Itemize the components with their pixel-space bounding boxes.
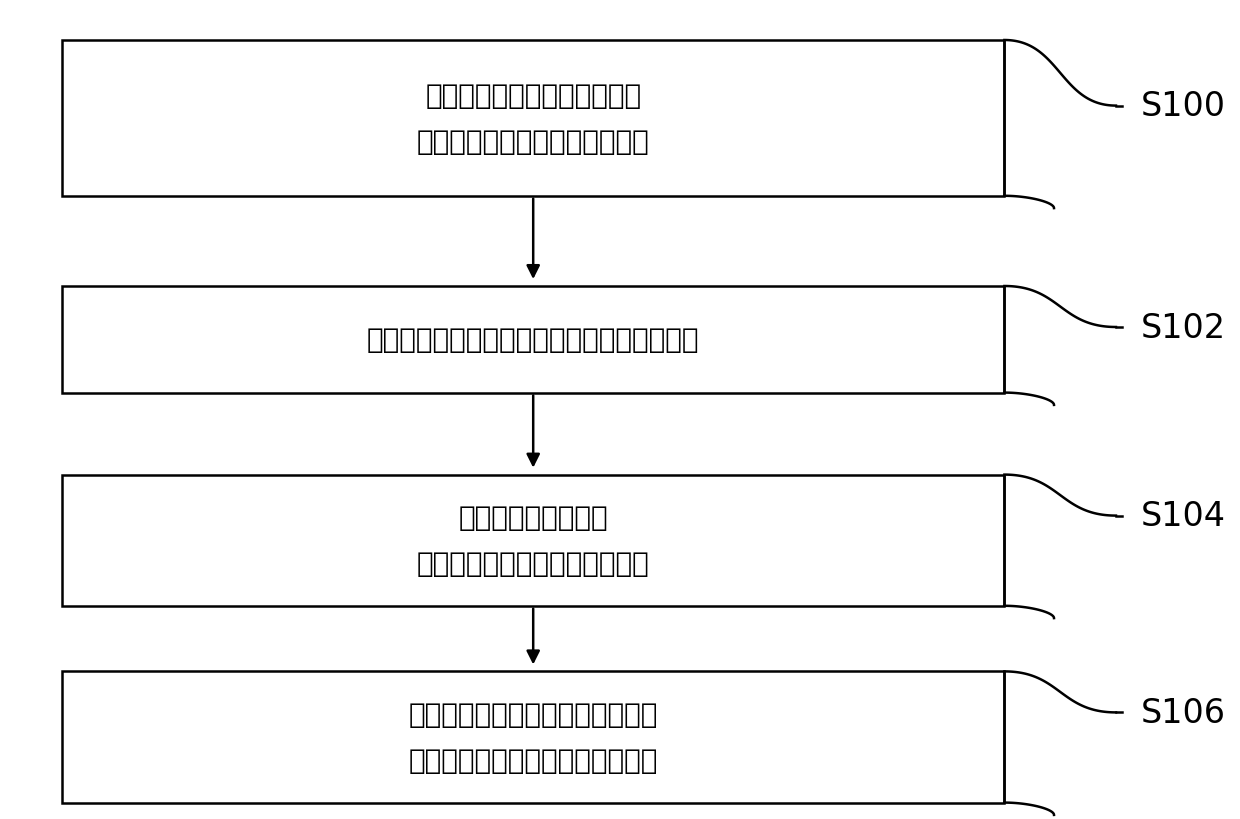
Text: 采集货车长、宽、高的数值，
测算货车是否超高、超宽或超长: 采集货车长、宽、高的数值， 测算货车是否超高、超宽或超长	[417, 82, 650, 156]
Bar	[62, 475, 1004, 606]
Bar	[62, 672, 1004, 803]
Text: S102: S102	[1141, 311, 1226, 344]
Text: S104: S104	[1141, 500, 1226, 532]
Text: S100: S100	[1141, 90, 1226, 123]
Text: 分析所述货车核重，并测算所述货车是否超重: 分析所述货车核重，并测算所述货车是否超重	[367, 326, 699, 354]
Text: 调取货车沿途数据，
分析测算所述货车是否存在减重: 调取货车沿途数据， 分析测算所述货车是否存在减重	[417, 504, 650, 577]
Text: 针对设定路段计算所述路段范围内
路面承受总重，并评价通行安全性: 针对设定路段计算所述路段范围内 路面承受总重，并评价通行安全性	[408, 700, 658, 774]
Text: S106: S106	[1141, 696, 1226, 729]
Bar	[62, 287, 1004, 393]
Bar	[62, 41, 1004, 197]
